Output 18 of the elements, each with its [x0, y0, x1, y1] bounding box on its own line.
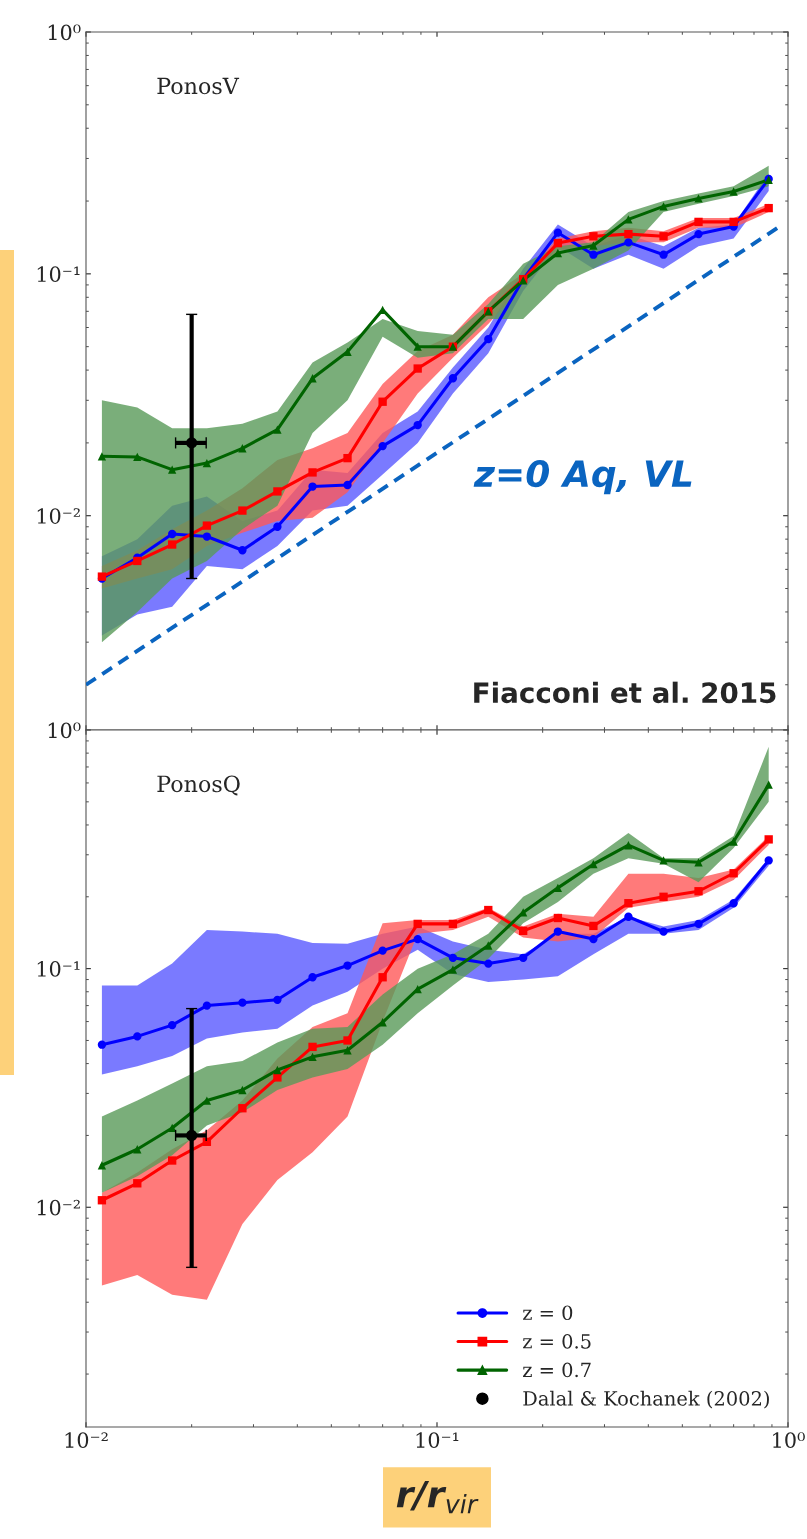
annotation: PonosQ	[157, 775, 240, 796]
legend-label: z = 0.5	[523, 1333, 591, 1349]
x-tick-label: 10⁰	[773, 1432, 805, 1448]
annotation: PonosV	[157, 77, 240, 95]
y-tick-label: 10⁻²	[37, 508, 80, 524]
series-label: z=0 Aq, VL	[473, 459, 692, 495]
x-tick-label: 10⁻²	[65, 1432, 108, 1448]
y-tick-label: 10⁰	[48, 24, 81, 41]
legend-label: z = 0.7	[523, 1362, 591, 1378]
x-tick-label: 10⁻¹	[416, 1432, 459, 1448]
legend-label: Dalal & Kochanek (2002)	[523, 1390, 769, 1409]
y-tick-label: 10⁻²	[37, 1199, 80, 1216]
y-tick-label: 10⁻¹	[37, 961, 80, 977]
y-tick-label: 10⁰	[48, 722, 81, 739]
x-axis-title: r/r$_{vir}$	[396, 1480, 479, 1514]
annotation: Fiacconi et al. 2015	[474, 681, 776, 704]
legend-label: z = 0	[523, 1305, 573, 1321]
y-tick-label: 10⁻¹	[37, 266, 80, 283]
